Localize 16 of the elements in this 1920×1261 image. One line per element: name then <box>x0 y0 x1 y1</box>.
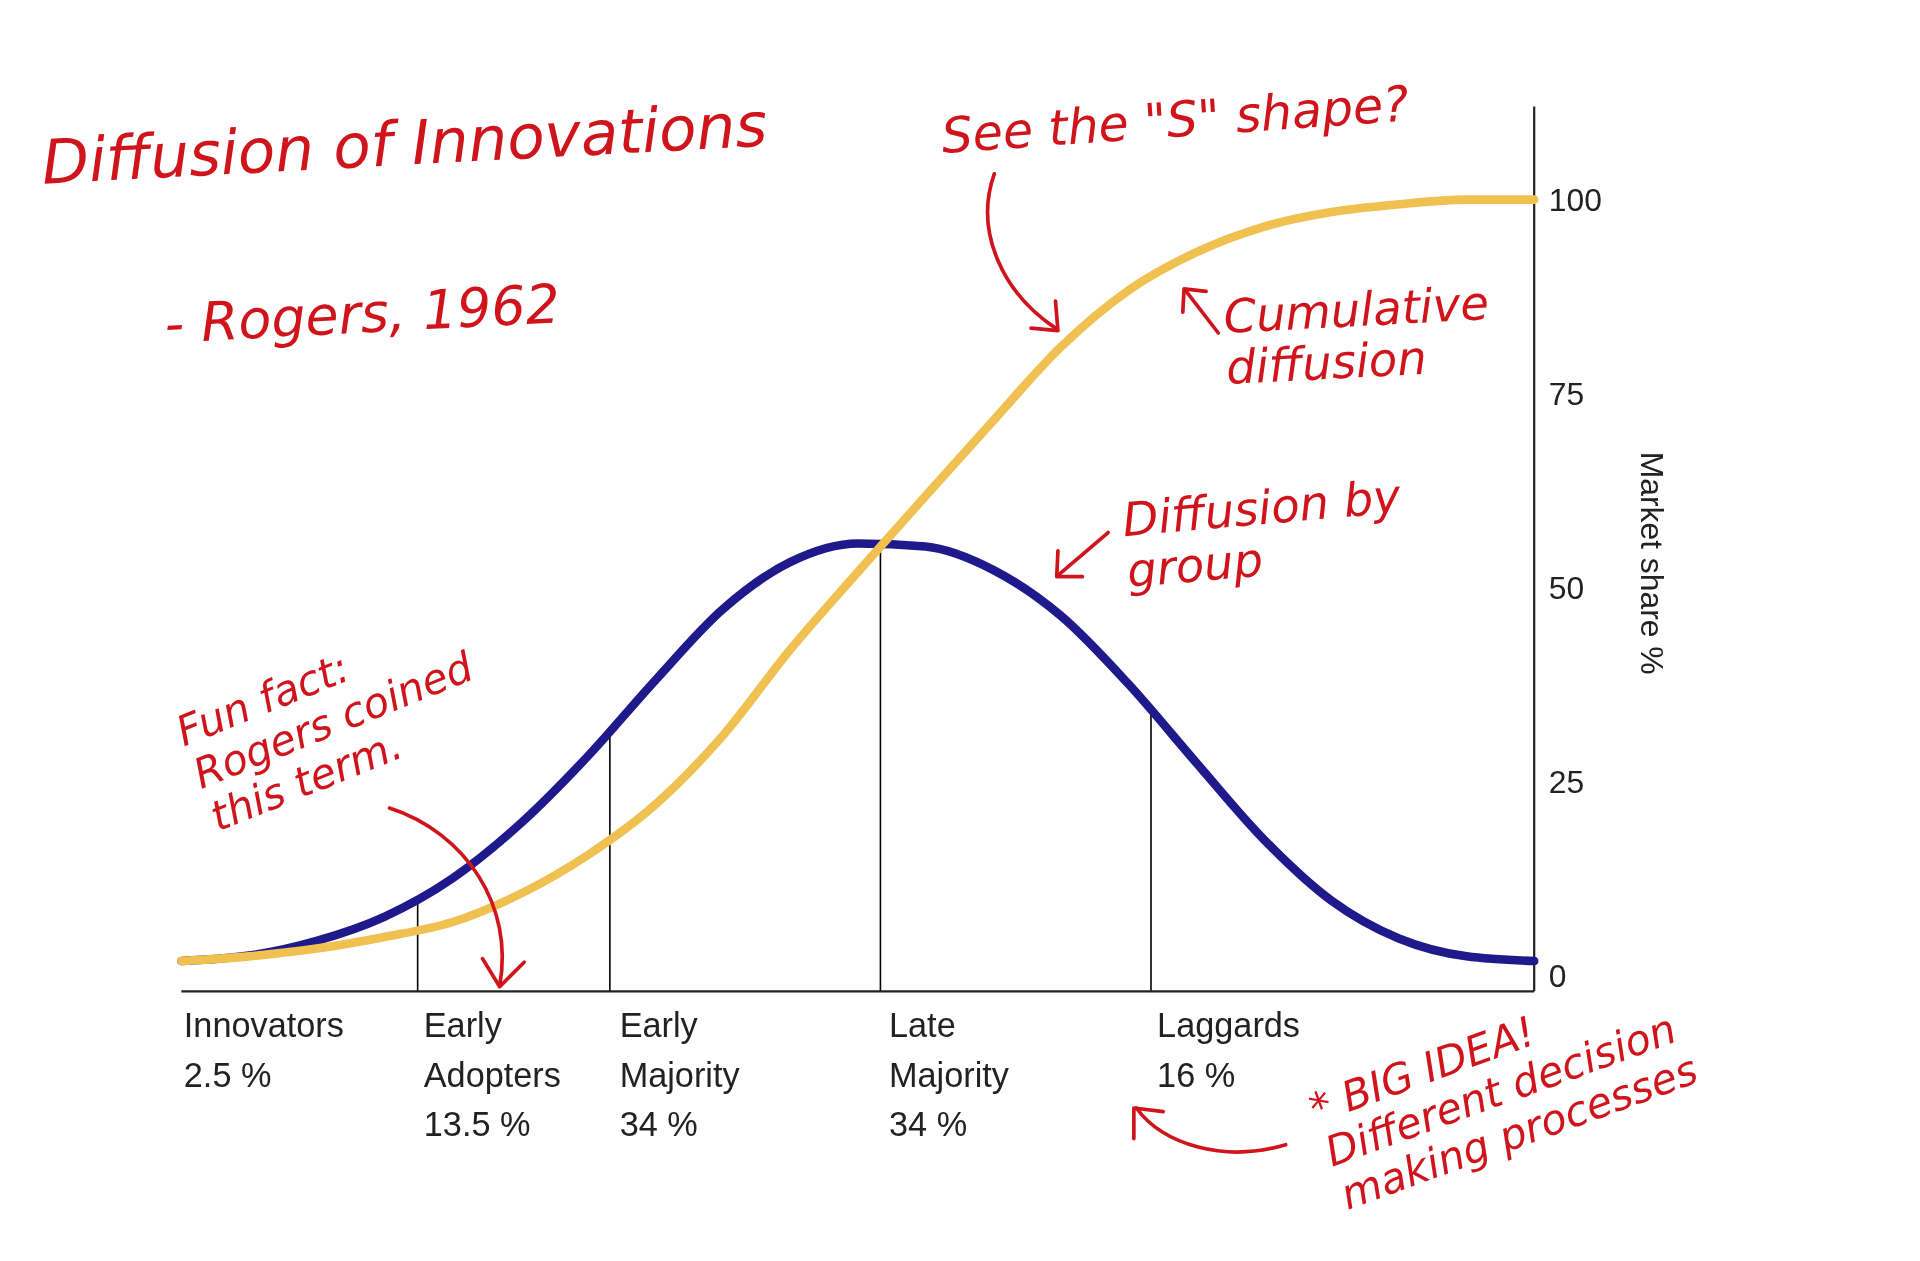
annotation: See the "S" shape? <box>939 75 1411 165</box>
text: - Rogers, 1962 <box>162 272 562 356</box>
y-tick-label: 100 <box>1548 181 1602 218</box>
text: Late Majority 34 % <box>888 1005 1010 1144</box>
y-axis-title: Market share % <box>1633 451 1670 675</box>
y-tick-label: 50 <box>1548 569 1585 606</box>
y-tick-label: 75 <box>1548 375 1585 412</box>
chart-title: Diffusion of Innovations <box>40 88 769 198</box>
y-tick-label: 25 <box>1548 763 1585 800</box>
text: Innovators 2.5 % <box>183 1005 344 1094</box>
text: Laggards 16 % <box>1157 1005 1300 1094</box>
y-tick-label: 0 <box>1548 957 1567 994</box>
series-label: Cumulative diffusion <box>1222 276 1491 396</box>
text: Early Majority 34 % <box>619 1005 741 1144</box>
text: Early Adopters 13.5 % <box>423 1005 561 1144</box>
series-label: Diffusion by group <box>1120 468 1405 599</box>
